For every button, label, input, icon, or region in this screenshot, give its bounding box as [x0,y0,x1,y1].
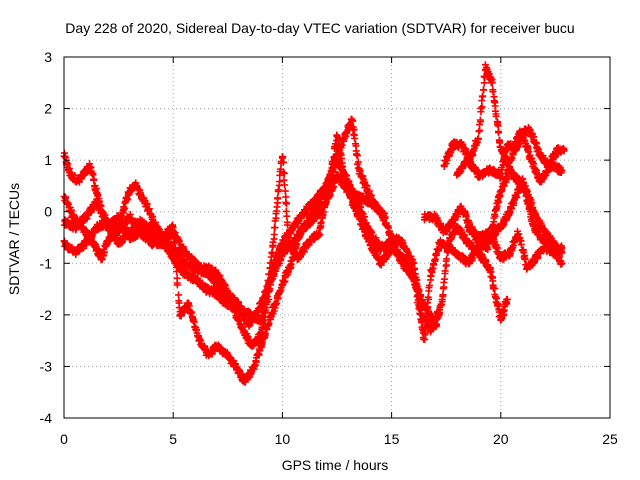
data-point [265,296,273,304]
data-point [357,203,365,211]
data-point [98,255,106,263]
data-point [274,194,282,202]
data-point [351,135,359,142]
data-point [354,152,362,160]
data-point [284,221,291,229]
data-point [484,246,492,253]
data-point [546,234,554,241]
data-point [495,129,502,137]
data-point [444,249,452,257]
data-point [252,358,260,366]
data-point [430,261,438,269]
data-point [246,321,254,329]
data-point [368,192,376,200]
data-point [274,186,282,194]
data-point [283,212,291,220]
data-point [493,203,501,210]
series-trace-3 [60,155,511,350]
data-point [269,238,277,246]
data-point [441,267,449,275]
data-point [283,200,290,208]
data-point [276,178,284,186]
data-point [417,291,425,299]
data-point [277,286,285,294]
data-point [173,268,181,276]
data-point [171,254,179,262]
data-point [499,222,507,230]
data-point [290,248,298,256]
data-point [349,117,357,125]
data-point [90,175,98,183]
data-point [64,200,72,208]
data-point [201,345,209,353]
data-point [528,199,536,207]
data-point [503,295,511,303]
data-point [268,268,276,276]
data-point [502,176,510,184]
data-point [266,285,274,293]
data-point [478,93,486,101]
data-point [477,104,485,112]
data-point [462,147,470,155]
data-point [478,103,486,111]
data-point [424,293,432,301]
data-point [475,127,483,135]
data-point [327,173,335,181]
data-point [316,231,324,239]
data-point [256,347,264,355]
data-point [170,239,178,247]
data-point [480,86,488,94]
data-point [498,186,506,194]
data-point [474,135,482,142]
series-trace-4 [61,115,389,386]
data-point [472,140,480,147]
data-point [171,244,179,252]
data-point [197,337,205,345]
data-point [254,350,262,358]
data-point [426,281,434,289]
data-point [270,231,278,238]
data-point [175,291,182,299]
data-point [264,292,271,300]
data-point [94,191,102,199]
data-point [462,212,470,220]
data-point [354,158,362,166]
data-point [101,248,109,256]
data-point [503,173,511,181]
data-point [295,232,303,240]
data-point [68,206,75,214]
data-point [271,224,279,232]
data-point [325,179,333,187]
data-point [421,299,429,307]
data-point [356,167,364,175]
data-point [443,255,451,263]
data-point [265,320,273,327]
data-point [280,158,287,166]
data-point [280,169,288,177]
data-point [331,140,339,148]
data-point [236,317,244,325]
data-point [173,281,181,289]
data-point [317,218,325,226]
data-point [345,177,353,185]
data-point [281,181,288,189]
data-point [381,213,389,221]
data-point [476,116,484,124]
data-point [439,291,447,299]
data-point [415,287,423,294]
data-point [331,158,339,166]
data-points [60,61,568,386]
